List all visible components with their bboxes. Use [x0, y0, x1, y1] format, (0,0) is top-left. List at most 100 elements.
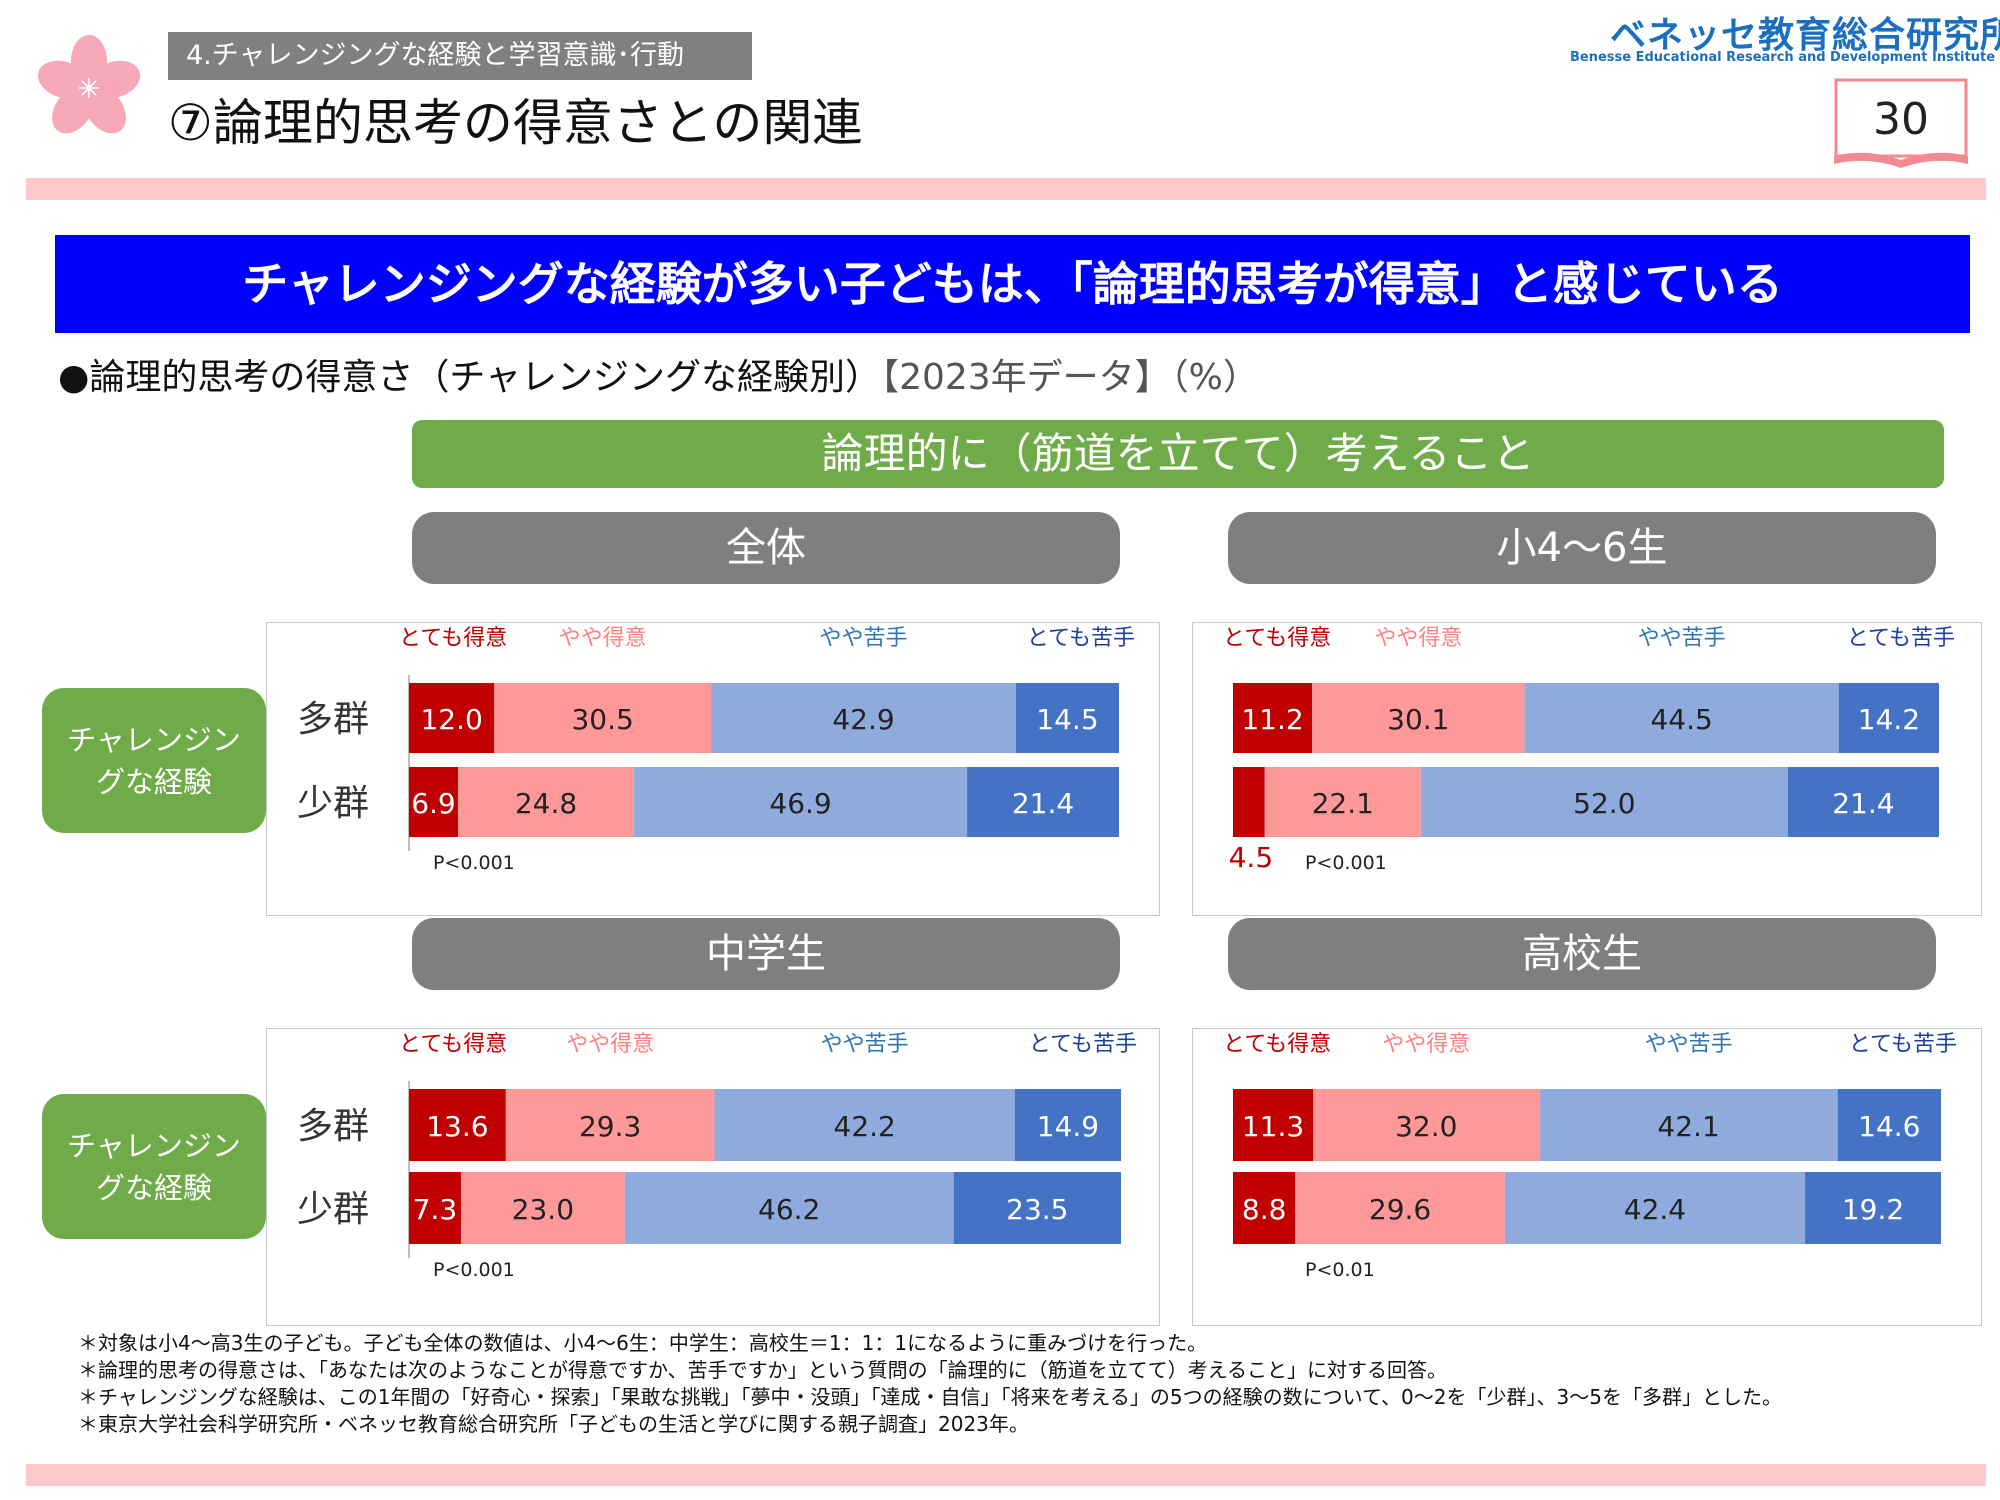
data-label: 14.6: [1858, 1110, 1920, 1143]
headline-banner: チャレンジングな経験が多い子どもは、「論理的思考が得意」と感じている: [55, 235, 1970, 333]
bar-segment-very-poor: [967, 767, 1119, 837]
data-label: 14.5: [1036, 703, 1098, 736]
category-label: 多群: [297, 699, 369, 740]
data-label: 8.8: [1242, 1193, 1287, 1226]
legend-label-very-good: とても得意: [399, 1032, 507, 1057]
significance-label: P<0.001: [433, 1259, 515, 1281]
legend-label-somewhat-poor: やや苦手: [819, 626, 907, 651]
data-label: 19.2: [1842, 1193, 1904, 1226]
data-label: 12.0: [420, 703, 482, 736]
data-label: 46.2: [758, 1193, 820, 1226]
legend-label-somewhat-good: やや得意: [1374, 626, 1462, 651]
chart-panel-all: とても得意 やや得意 やや苦手 とても苦手 多群 12.0 30.5 42.9 14.5 少群 6.…: [266, 622, 1160, 916]
chart-panel-elementary: とても得意 やや得意 やや苦手 とても苦手 11.2 30.1 44.5 14.2 4.5 22.…: [1192, 622, 1982, 916]
category-label: 多群: [297, 1106, 369, 1147]
data-label: 42.1: [1657, 1110, 1719, 1143]
legend-label-somewhat-poor: やや苦手: [1645, 1032, 1733, 1057]
bar-segment-somewhat-poor: [1504, 1172, 1806, 1244]
open-book-icon: [1834, 78, 1968, 168]
data-label: 44.5: [1650, 703, 1712, 736]
panel-title-elementary: 小4～6生: [1228, 512, 1936, 584]
data-label: 52.0: [1573, 787, 1635, 820]
data-label: 42.2: [834, 1110, 896, 1143]
significance-label: P<0.001: [433, 852, 515, 874]
chart-subtitle: ●論理的思考の得意さ（チャレンジングな経験別）【2023年データ】（%）: [58, 352, 1259, 404]
bar-segment-somewhat-poor: [624, 1172, 954, 1244]
legend-label-very-good: とても得意: [1223, 1032, 1331, 1057]
panel-title-all: 全体: [412, 512, 1120, 584]
bar-segment-very-poor: [1014, 1089, 1121, 1161]
stacked-bar-chart-high-school: とても得意 やや得意 やや苦手 とても苦手 11.3 32.0 42.1 14.6 8.8 29.…: [1223, 1032, 1957, 1281]
bar-segment-very-poor: [953, 1172, 1121, 1244]
sakura-logo-icon: [38, 35, 140, 134]
data-label: 42.9: [832, 703, 894, 736]
data-label: 23.0: [512, 1193, 574, 1226]
bar-segment-very-poor: [1837, 1089, 1941, 1161]
group-label-text: チャレンジングな経験: [67, 1128, 241, 1205]
data-label: 32.0: [1395, 1110, 1457, 1143]
legend-label-somewhat-good: やや得意: [559, 626, 647, 651]
bar-segment-very-good: [409, 683, 495, 753]
bar-segment-somewhat-good: [494, 683, 712, 753]
bar-segment-somewhat-good: [457, 767, 635, 837]
footer-divider: [26, 1464, 1986, 1486]
significance-label: P<0.001: [1305, 852, 1387, 874]
chart-subtitle-meta: 【2023年データ】（%）: [881, 357, 1259, 398]
header-divider: [26, 178, 1986, 200]
chart-subtitle-main: ●論理的思考の得意さ（チャレンジングな経験別）: [58, 357, 882, 398]
legend-label-somewhat-poor: やや苦手: [1638, 626, 1726, 651]
data-label: 14.9: [1037, 1110, 1099, 1143]
footnote: ＊対象は小4～高3生の子ども。子ども全体の数値は、小4～6生：中学生：高校生＝1…: [78, 1331, 1208, 1355]
legend-label-very-good: とても得意: [399, 626, 507, 651]
category-label: 少群: [297, 783, 369, 824]
legend-label-somewhat-good: やや得意: [566, 1032, 654, 1057]
data-label: 11.2: [1241, 703, 1303, 736]
panel-title-junior-high: 中学生: [412, 918, 1120, 990]
legend-label-somewhat-poor: やや苦手: [821, 1032, 909, 1057]
data-label: 24.8: [515, 787, 577, 820]
footnote: ＊チャレンジングな経験は、この1年間の「好奇心・探索」「果敢な挑戦」「夢中・没頭…: [78, 1385, 1782, 1409]
data-label: 6.9: [411, 787, 456, 820]
bar-segment-somewhat-good: [1295, 1172, 1505, 1244]
stacked-bar-chart-elementary: とても得意 やや得意 やや苦手 とても苦手 11.2 30.1 44.5 14.2 4.5 22.…: [1223, 626, 1955, 874]
bar-segment-very-good: [409, 1089, 506, 1161]
data-label: 46.9: [769, 787, 831, 820]
bar-segment-very-good: [1233, 767, 1265, 837]
bar-segment-somewhat-poor: [714, 1089, 1015, 1161]
question-bar: 論理的に（筋道を立てて）考えること: [412, 420, 1944, 488]
bar-segment-somewhat-poor: [711, 683, 1016, 753]
category-label: 少群: [297, 1189, 369, 1230]
group-label-bottom: チャレンジングな経験: [42, 1094, 266, 1239]
page-title: ⑦論理的思考の得意さとの関連: [168, 94, 863, 152]
data-label: 22.1: [1312, 787, 1374, 820]
data-label: 30.5: [571, 703, 633, 736]
bar-segment-somewhat-good: [1264, 767, 1421, 837]
legend-label-very-poor: とても苦手: [1847, 626, 1955, 651]
chart-panel-high-school: とても得意 やや得意 やや苦手 とても苦手 11.3 32.0 42.1 14.6 8.8 29.…: [1192, 1028, 1982, 1326]
bar-segment-very-poor: [1838, 683, 1939, 753]
panel-title-high-school: 高校生: [1228, 918, 1936, 990]
section-tag: 4.チャレンジングな経験と学習意識･行動: [168, 32, 752, 80]
bar-segment-very-good: [409, 767, 458, 837]
bar-segment-somewhat-good: [1313, 1089, 1540, 1161]
footnote: ＊論理的思考の得意さは、「あなたは次のようなことが得意ですか、苦手ですか」という…: [78, 1358, 1447, 1382]
significance-label: P<0.01: [1305, 1259, 1375, 1281]
data-label: 23.5: [1006, 1193, 1068, 1226]
brand-logo: ベネッセ教育総合研究所: [1610, 15, 2000, 56]
data-label: 13.6: [426, 1110, 488, 1143]
bar-segment-very-good: [409, 1172, 461, 1244]
data-label: 11.3: [1242, 1110, 1304, 1143]
page-number: 30: [1873, 94, 1929, 145]
data-label: 4.5: [1229, 841, 1274, 874]
bar-segment-very-good: [1233, 1089, 1314, 1161]
legend-label-very-poor: とても苦手: [1849, 1032, 1957, 1057]
group-label-text: チャレンジングな経験: [67, 722, 241, 799]
data-label: 21.4: [1012, 787, 1074, 820]
bar-segment-very-good: [1233, 1172, 1296, 1244]
data-label: 42.4: [1624, 1193, 1686, 1226]
bar-segment-very-poor: [1787, 767, 1939, 837]
bar-segment-somewhat-good: [505, 1089, 715, 1161]
bar-segment-somewhat-good: [1312, 683, 1525, 753]
